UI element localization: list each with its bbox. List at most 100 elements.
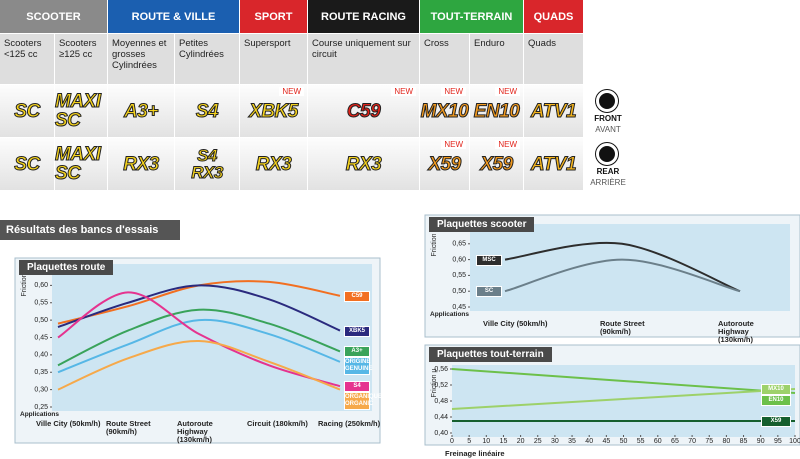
y-tick-label: 0,50 bbox=[452, 288, 466, 295]
chart-title: Plaquettes tout-terrain bbox=[429, 347, 552, 362]
x-tick-label: 100 bbox=[789, 438, 800, 445]
legend-tag: MSC bbox=[476, 254, 502, 266]
pad-cell: RX3 bbox=[308, 138, 419, 190]
group-header: SCOOTER bbox=[0, 0, 107, 33]
pad-code: EN10 bbox=[473, 100, 520, 122]
x-tick-label: 5 bbox=[467, 438, 471, 445]
pad-cell: S4 bbox=[175, 85, 239, 137]
pad-cell: C59 NEW bbox=[308, 85, 419, 137]
y-tick-label: 0,65 bbox=[452, 241, 466, 248]
x-tick-label: 35 bbox=[568, 438, 576, 445]
y-tick-label: 0,44 bbox=[434, 414, 448, 421]
new-badge: NEW bbox=[441, 140, 466, 149]
pad-code: A3+ bbox=[124, 100, 159, 122]
column-header: Scooters ≥125 cc bbox=[55, 34, 107, 84]
x-tick-label: Ville City (50km/h) bbox=[483, 319, 548, 328]
x-tick-label: 65 bbox=[671, 438, 679, 445]
series-line bbox=[57, 339, 341, 391]
y-tick-label: 0,48 bbox=[434, 398, 448, 405]
pad-code: SC bbox=[14, 100, 41, 122]
x-axis-label: Applications bbox=[430, 311, 470, 318]
column-header: Cross bbox=[420, 34, 469, 84]
y-tick-label: 0,40 bbox=[434, 430, 448, 437]
legend-tag: EN10 bbox=[761, 395, 791, 406]
x-tick-label: 30 bbox=[551, 438, 559, 445]
y-tick-label: 0,60 bbox=[34, 282, 48, 289]
section-title: Résultats des bancs d'essais bbox=[0, 220, 180, 240]
x-tick-label: 55 bbox=[637, 438, 645, 445]
plot-area bbox=[452, 365, 795, 437]
x-tick-label: 80 bbox=[723, 438, 731, 445]
chart-title: Plaquettes scooter bbox=[429, 217, 535, 232]
y-axis-label: Friction µ bbox=[431, 369, 438, 398]
series-line bbox=[57, 284, 341, 332]
icon-label: REAR bbox=[596, 167, 620, 176]
pad-cell: MX10 NEW bbox=[420, 85, 469, 137]
series-line bbox=[504, 258, 741, 293]
new-badge: NEW bbox=[495, 140, 520, 149]
pad-cell: XBK5 NEW bbox=[240, 85, 307, 137]
column-header: Moyennes et grosses Cylindrées bbox=[108, 34, 174, 84]
x-tick-label: 50 bbox=[620, 438, 628, 445]
column-header: Quads bbox=[524, 34, 583, 84]
legend-tag: A3+ bbox=[344, 346, 370, 358]
pad-cell: RX3 bbox=[240, 138, 307, 190]
column-header: Scooters <125 cc bbox=[0, 34, 54, 84]
icon-sublabel: AVANT bbox=[595, 125, 621, 134]
x-tick-label: 40 bbox=[585, 438, 593, 445]
x-tick-label: Route Street (90km/h) bbox=[600, 319, 645, 336]
y-tick-label: 0,40 bbox=[34, 352, 48, 359]
y-tick-label: 0,56 bbox=[434, 366, 448, 373]
plot-area bbox=[470, 224, 790, 311]
legend-tag: S4 bbox=[344, 381, 370, 393]
x-tick-label: 95 bbox=[774, 438, 782, 445]
series-line bbox=[57, 291, 341, 388]
pad-cell: MAXI SC bbox=[55, 85, 107, 137]
pad-code: SC bbox=[14, 153, 41, 175]
legend-tag: ORIGINE GENUINE bbox=[344, 357, 372, 376]
pad-code: S4 bbox=[197, 146, 218, 165]
pad-code: MAXI SC bbox=[55, 144, 102, 184]
new-badge: NEW bbox=[441, 87, 466, 96]
pad-icon bbox=[596, 143, 618, 165]
y-tick-label: 0,25 bbox=[34, 404, 48, 411]
x-tick-label: 90 bbox=[757, 438, 765, 445]
plot-area bbox=[52, 264, 372, 411]
y-axis-label: Friction µ bbox=[21, 268, 28, 297]
y-tick-label: 0,55 bbox=[34, 300, 48, 307]
pad-code: ATV1 bbox=[530, 153, 577, 175]
x-tick-label: 10 bbox=[482, 438, 490, 445]
group-header: ROUTE & VILLE bbox=[108, 0, 239, 33]
icon-sublabel: ARRIÈRE bbox=[590, 178, 626, 187]
new-badge: NEW bbox=[391, 87, 416, 96]
pad-code: RX3 bbox=[191, 163, 224, 182]
column-header: Enduro bbox=[470, 34, 523, 84]
column-header: Course uniquement sur circuit bbox=[308, 34, 419, 84]
chart-title: Plaquettes route bbox=[19, 260, 114, 275]
pad-code: C59 bbox=[346, 100, 381, 122]
legend-tag: ORGANIQUE ORGANIC bbox=[344, 392, 382, 411]
x-tick-label: 60 bbox=[654, 438, 662, 445]
pad-cell: A3+ bbox=[108, 85, 174, 137]
series-line bbox=[504, 241, 741, 293]
series-line bbox=[57, 308, 341, 367]
pad-cell: ATV1 bbox=[524, 85, 583, 137]
new-badge: NEW bbox=[495, 87, 520, 96]
group-header: SPORT bbox=[240, 0, 307, 33]
y-tick-label: 0,60 bbox=[452, 256, 466, 263]
pad-code: X59 bbox=[428, 153, 462, 175]
x-tick-label: 85 bbox=[740, 438, 748, 445]
pad-code: X59 bbox=[480, 153, 514, 175]
pad-code: MAXI SC bbox=[55, 91, 102, 131]
pad-cell: SC bbox=[0, 85, 54, 137]
group-header: TOUT-TERRAIN bbox=[420, 0, 523, 33]
x-axis-label: Applications bbox=[20, 411, 60, 418]
pad-cell: SC bbox=[0, 138, 54, 190]
group-header: ROUTE RACING bbox=[308, 0, 419, 33]
y-tick-label: 0,35 bbox=[34, 369, 48, 376]
pad-code: RX3 bbox=[255, 153, 292, 175]
legend-tag: MX10 bbox=[761, 384, 791, 395]
x-axis-label: Freinage linéaire bbox=[445, 449, 505, 458]
pad-code: XBK5 bbox=[249, 100, 299, 122]
x-tick-label: 70 bbox=[688, 438, 696, 445]
